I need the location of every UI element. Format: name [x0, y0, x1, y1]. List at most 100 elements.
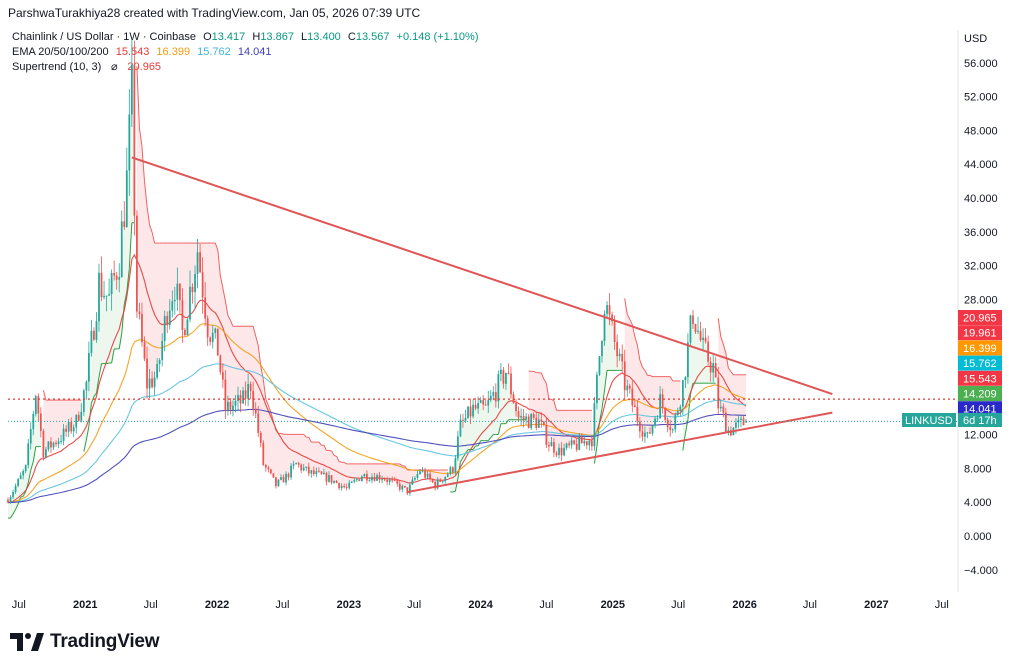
supertrend-fill [268, 405, 271, 472]
candle-body [611, 314, 613, 322]
candle-body [687, 342, 689, 378]
legend-ema-row[interactable]: EMA 20/50/100/200 15.543 16.399 15.762 1… [12, 45, 479, 60]
candle-body [580, 436, 583, 444]
candle-body [542, 421, 545, 425]
price-badge-label: 14.041 [963, 404, 997, 416]
supertrend-segment [343, 461, 347, 465]
supertrend-fill [35, 404, 39, 447]
eye-slash-icon[interactable]: ⌀ [111, 61, 118, 73]
candle-body [639, 421, 641, 432]
supertrend-fill [301, 434, 304, 470]
axes-layer: USD 56.000 52.000 48.000 44.000 40.000 36.000… [12, 30, 998, 611]
currency-label[interactable]: USD [964, 33, 987, 45]
tradingview-footer[interactable]: TradingView [10, 630, 160, 654]
candle-body [120, 221, 123, 278]
supertrend-segment [15, 503, 19, 510]
legend-supertrend-row[interactable]: Supertrend (10, 3) ⌀ 20.965 [12, 60, 479, 75]
supertrend-segment [642, 366, 646, 371]
supertrend-fill [48, 400, 51, 446]
candle-body [323, 472, 325, 475]
candle-body [221, 372, 224, 380]
candle-body [302, 467, 305, 471]
candle-body [360, 476, 363, 481]
supertrend-fill [321, 445, 324, 474]
candle-body [312, 470, 315, 475]
supertrend-fill [293, 434, 297, 466]
candle-body [510, 373, 512, 395]
supertrend-segment [128, 222, 133, 269]
candle-body [348, 482, 351, 488]
ema-layer [7, 253, 747, 504]
x-tick-label: Jul [275, 599, 289, 611]
candle-body [168, 310, 171, 326]
y-tick-label: 48.000 [964, 125, 998, 137]
y-tick-label: 40.000 [964, 193, 998, 205]
candle-body [224, 379, 227, 411]
candle-body [689, 315, 692, 343]
price-badge [958, 340, 1002, 356]
candle-body [745, 421, 747, 423]
candle-body [717, 377, 720, 409]
candle-body [659, 394, 661, 419]
candle-body [641, 431, 644, 437]
brand-name: TradingView [50, 631, 160, 652]
supertrend-fill [371, 463, 375, 479]
candle-body [626, 385, 629, 391]
supertrend-segment [229, 319, 234, 327]
candle-body [548, 445, 550, 447]
supertrend-segment [20, 495, 24, 498]
candle-body [525, 416, 528, 420]
supertrend-fill [288, 434, 292, 476]
candle-body [27, 443, 30, 466]
supertrend-fill [450, 469, 453, 492]
supertrend-fill [184, 243, 188, 333]
supertrend-fill [331, 450, 335, 482]
candle-body [522, 415, 525, 420]
candle-body [108, 294, 110, 296]
candle-body [366, 474, 368, 481]
candle-body [242, 390, 244, 404]
candle-body [110, 273, 113, 295]
supertrend-segment [303, 434, 307, 438]
candle-body [90, 330, 93, 354]
candle-body [196, 252, 199, 275]
supertrend-fill [326, 450, 329, 479]
candle-body [176, 283, 179, 300]
supertrend-segment [399, 463, 403, 467]
supertrend-fill [50, 400, 54, 446]
candle-body [292, 464, 295, 466]
candle-body [424, 470, 426, 478]
y-tick-label: 52.000 [964, 92, 998, 104]
supertrend-fill [409, 470, 413, 489]
candle-body [426, 473, 429, 478]
supertrend-fill [210, 243, 213, 340]
candle-body [618, 353, 621, 357]
candle-body [661, 394, 664, 408]
candle-body [371, 476, 373, 481]
supertrend-fill [238, 326, 241, 400]
candles-layer [7, 39, 747, 504]
candle-body [113, 273, 116, 276]
candle-body [12, 491, 14, 498]
candle-body [80, 411, 83, 421]
supertrend-fill [230, 320, 233, 408]
candle-body [39, 413, 42, 431]
supertrend-fill [126, 142, 130, 293]
candle-body [163, 316, 166, 341]
supertrend-segment [669, 376, 674, 382]
candle-body [553, 442, 555, 453]
supertrend-fill [470, 410, 474, 450]
candle-body [186, 319, 189, 336]
candle-body [82, 390, 85, 412]
candle-body [532, 414, 535, 418]
supertrend-segment [487, 437, 492, 441]
candle-body [201, 272, 204, 298]
candle-body [684, 377, 687, 381]
symbol-title[interactable]: Chainlink / US Dollar · 1W · Coinbase [12, 31, 197, 43]
x-tick-label: Jul [803, 599, 817, 611]
candle-body [446, 474, 449, 477]
candle-body [403, 485, 406, 488]
candle-body [414, 477, 416, 480]
supertrend-fill [462, 419, 466, 458]
